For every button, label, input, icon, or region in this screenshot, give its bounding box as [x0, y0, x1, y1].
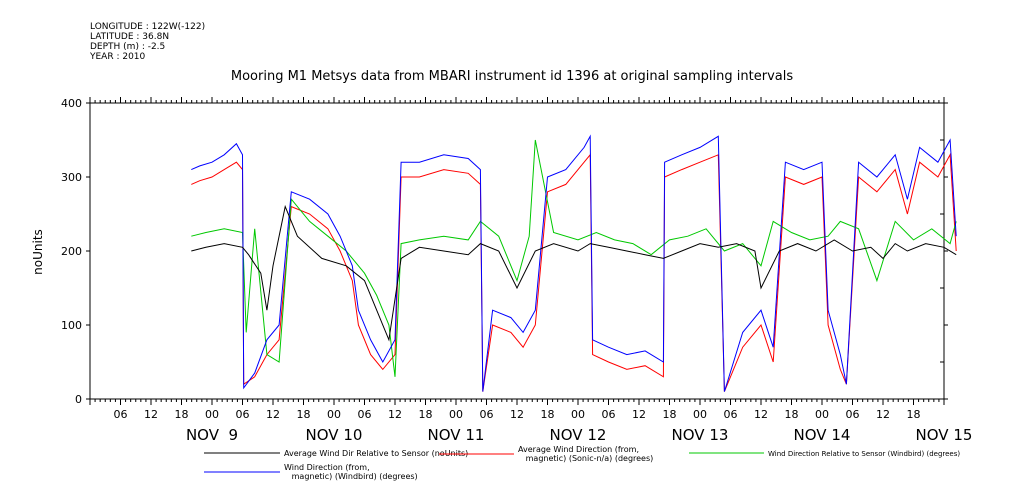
- series-line: [191, 204, 957, 342]
- x-hour-label: 06: [114, 408, 128, 421]
- series-line: [191, 134, 957, 392]
- x-hour-label: 06: [602, 408, 616, 421]
- x-hour-label: 12: [510, 408, 524, 421]
- x-hour-label: 06: [846, 408, 860, 421]
- chart-title: Mooring M1 Metsys data from MBARI instru…: [231, 69, 793, 84]
- y-tick-label: 200: [61, 245, 82, 258]
- longitude-label: LONGITUDE : 122W(-122): [90, 22, 206, 32]
- x-hour-label: 12: [876, 408, 890, 421]
- x-day-label: NOV 14: [794, 426, 851, 444]
- series-line: [191, 153, 957, 392]
- x-hour-label: 12: [754, 408, 768, 421]
- x-day-label: NOV 13: [672, 426, 729, 444]
- x-hour-label: 00: [571, 408, 585, 421]
- x-hour-label: 18: [541, 408, 555, 421]
- y-tick-label: 0: [75, 393, 82, 406]
- year-label: YEAR : 2010: [90, 52, 146, 62]
- y-tick-label: 400: [61, 97, 82, 110]
- x-hour-label: 06: [358, 408, 372, 421]
- x-hour-label: 00: [693, 408, 707, 421]
- y-axis-label: noUnits: [31, 229, 45, 275]
- legend-entry: Wind Direction Relative to Sensor (Windb…: [768, 450, 960, 458]
- x-hour-label: 18: [663, 408, 677, 421]
- y-tick-label: 100: [61, 319, 82, 332]
- x-hour-label: 06: [480, 408, 494, 421]
- x-hour-label: 06: [236, 408, 250, 421]
- x-hour-label: 00: [205, 408, 219, 421]
- x-day-label: NOV 12: [550, 426, 607, 444]
- x-hour-label: 12: [266, 408, 280, 421]
- x-hour-label: 00: [449, 408, 463, 421]
- x-hour-label: 12: [144, 408, 158, 421]
- legend-entry: Average Wind Direction (from, magnetic) …: [518, 445, 653, 463]
- x-hour-label: 18: [419, 408, 433, 421]
- x-day-label: NOV 11: [428, 426, 485, 444]
- x-hour-label: 00: [327, 408, 341, 421]
- legend-entry: Wind Direction (from, magnetic) (Windbir…: [284, 463, 418, 481]
- x-hour-label: 06: [724, 408, 738, 421]
- x-hour-label: 12: [632, 408, 646, 421]
- x-hour-label: 12: [388, 408, 402, 421]
- x-day-label: NOV 15: [916, 426, 973, 444]
- x-hour-label: 18: [297, 408, 311, 421]
- latitude-label: LATITUDE : 36.8N: [90, 32, 170, 42]
- y-tick-label: 300: [61, 171, 82, 184]
- x-hour-label: 18: [907, 408, 921, 421]
- x-hour-label: 18: [785, 408, 799, 421]
- x-day-label: NOV 10: [306, 426, 363, 444]
- x-hour-label: 00: [815, 408, 829, 421]
- x-day-label: NOV 9: [186, 426, 238, 444]
- x-hour-label: 18: [175, 408, 189, 421]
- depth-label: DEPTH (m) : -2.5: [90, 42, 166, 52]
- series-line: [191, 139, 957, 377]
- legend-entry: Average Wind Dir Relative to Sensor (noU…: [284, 449, 468, 458]
